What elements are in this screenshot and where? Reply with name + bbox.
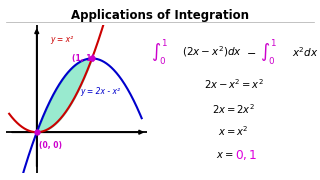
Text: $0, 1$: $0, 1$ — [235, 148, 258, 162]
Text: $x = $: $x = $ — [216, 150, 234, 160]
Text: $x^2dx$: $x^2dx$ — [292, 45, 319, 59]
Text: Applications of Integration: Applications of Integration — [71, 9, 249, 22]
Text: $(2x - x^2)dx$: $(2x - x^2)dx$ — [182, 44, 242, 59]
Text: $2x - x^2 = x^2$: $2x - x^2 = x^2$ — [204, 77, 264, 91]
Text: $\int_0^1$: $\int_0^1$ — [151, 37, 168, 67]
Text: (1, 1): (1, 1) — [72, 54, 95, 63]
Text: $\int_0^1$: $\int_0^1$ — [260, 37, 277, 67]
Text: $-$: $-$ — [246, 47, 256, 57]
Text: $x = x^2$: $x = x^2$ — [218, 125, 249, 138]
Text: $2x = 2x^2$: $2x = 2x^2$ — [212, 102, 255, 116]
Text: y = 2x - x²: y = 2x - x² — [80, 87, 120, 96]
Text: (0, 0): (0, 0) — [39, 141, 62, 150]
Text: y = x²: y = x² — [50, 35, 73, 44]
